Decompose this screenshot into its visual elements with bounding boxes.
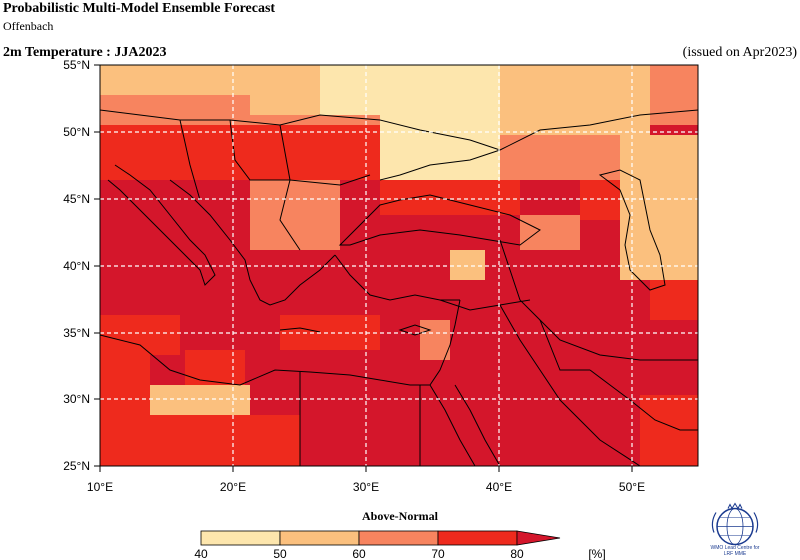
cell <box>185 350 245 385</box>
legend-arrow <box>516 530 561 546</box>
logo-caption: WMO Lead Centre for LRF MME <box>690 545 780 557</box>
border <box>379 109 699 181</box>
cell <box>450 250 485 280</box>
cell <box>100 355 150 415</box>
cell <box>250 180 340 250</box>
legend-swatch <box>279 530 360 546</box>
lat-label: 45°N <box>63 192 90 206</box>
cell <box>500 65 650 135</box>
lat-label: 40°N <box>63 259 90 273</box>
border <box>539 319 590 371</box>
legend-tick: 80 <box>510 547 524 560</box>
lon-label: 50°E <box>619 480 645 494</box>
coastline <box>169 179 336 306</box>
lon-label: 20°E <box>220 480 246 494</box>
lat-label: 50°N <box>63 125 90 139</box>
legend-unit: [%] <box>588 547 605 560</box>
field-label: 2m Temperature : JJA2023 <box>3 45 167 60</box>
border <box>499 239 698 361</box>
logo-line-1: WMO Lead Centre for <box>710 545 760 551</box>
lon-label: 30°E <box>353 480 379 494</box>
cell <box>100 125 220 180</box>
color-legend: 40 50 60 70 80 [%] <box>194 530 606 560</box>
cell <box>380 180 520 215</box>
coastline <box>589 369 698 431</box>
cell <box>520 215 580 250</box>
cell <box>650 65 698 85</box>
gridlines <box>100 65 698 466</box>
coastlines <box>99 109 699 467</box>
cell <box>250 65 320 115</box>
cell <box>150 385 250 415</box>
cell <box>500 135 620 180</box>
lat-label: 35°N <box>63 326 90 340</box>
map-title: Probabilistic Multi-Model Ensemble Forec… <box>3 1 276 16</box>
coastline <box>107 164 216 286</box>
coastline <box>338 194 541 246</box>
lon-label: 10°E <box>87 480 113 494</box>
cell <box>380 100 500 180</box>
cell <box>100 65 250 95</box>
cell <box>100 315 180 355</box>
cell <box>100 415 300 466</box>
legend-tick: 40 <box>194 547 208 560</box>
map-subtitle: Offenbach <box>3 19 54 33</box>
cell <box>420 320 450 360</box>
cell <box>620 180 698 280</box>
lat-label: 30°N <box>63 392 90 406</box>
coastline <box>99 334 430 386</box>
legend-swatch <box>358 530 439 546</box>
legend-title: Above-Normal <box>362 509 438 523</box>
wmo-logo-icon <box>711 502 759 546</box>
legend-tick: 50 <box>273 547 287 560</box>
border <box>229 119 371 186</box>
border <box>439 299 531 311</box>
axis-ticks <box>94 64 633 472</box>
lat-label: 55°N <box>63 58 90 72</box>
border <box>179 119 201 201</box>
cell <box>280 315 380 350</box>
border <box>99 109 501 151</box>
border <box>279 124 301 251</box>
logo-line-2: LRF MME <box>723 551 747 557</box>
legend-swatch <box>200 530 281 546</box>
cell <box>620 135 698 180</box>
coastline <box>279 327 321 333</box>
legend-tick: 70 <box>431 547 445 560</box>
probability-cells <box>100 65 698 466</box>
cell <box>650 280 698 320</box>
lon-label: 40°E <box>486 480 512 494</box>
issued-date: (issued on Apr2023) <box>682 45 797 60</box>
legend-swatch <box>437 530 518 546</box>
lat-label: 25°N <box>63 459 90 473</box>
border <box>499 304 641 467</box>
cell <box>220 125 380 180</box>
legend-tick: 60 <box>352 547 366 560</box>
coastline <box>598 169 666 291</box>
cell <box>580 180 620 220</box>
coastline <box>429 299 461 386</box>
coastline <box>429 384 476 467</box>
coastline <box>454 384 501 467</box>
